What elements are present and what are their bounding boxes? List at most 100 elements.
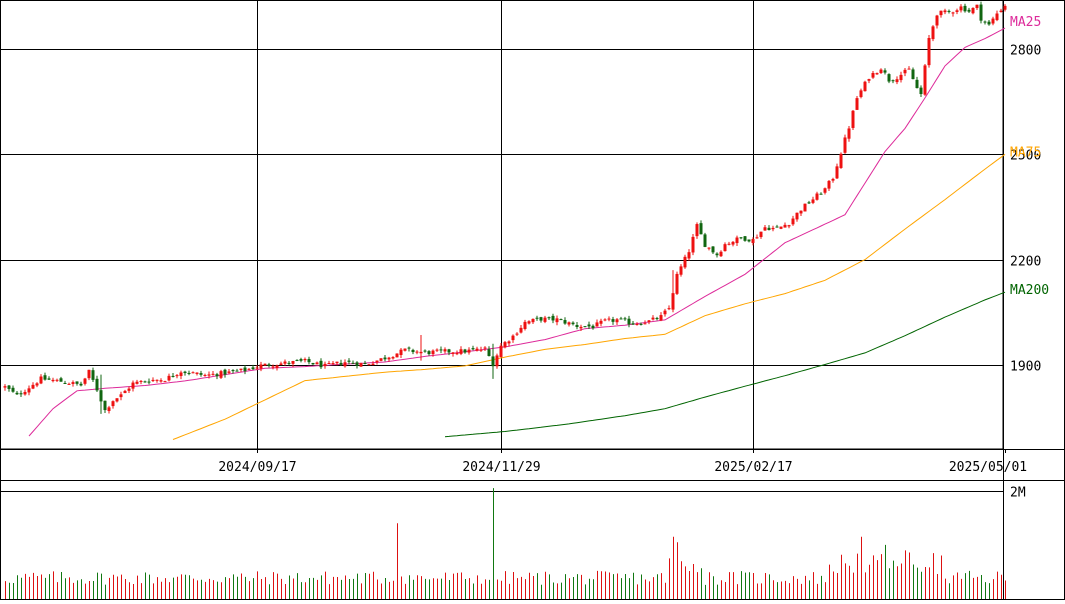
- candle-body: [699, 223, 703, 235]
- date-tick-label: 2024/11/29: [462, 460, 540, 475]
- candle-body: [167, 375, 171, 381]
- candle-body: [975, 4, 979, 9]
- candle-body: [635, 324, 639, 326]
- candle-body: [183, 371, 187, 374]
- candle-body: [831, 178, 835, 181]
- candle-body: [151, 379, 155, 381]
- candle-body: [11, 387, 15, 392]
- candle-body: [383, 357, 387, 360]
- candle-body: [423, 350, 427, 352]
- candle-body: [95, 378, 99, 391]
- candle-body: [671, 293, 675, 310]
- candle-body: [179, 372, 183, 377]
- candle-body: [335, 361, 339, 364]
- candle-body: [903, 69, 907, 74]
- candle-body: [195, 372, 199, 374]
- price-tick-label: 2200: [1010, 255, 1041, 270]
- candle-body: [139, 380, 143, 382]
- candle-body: [719, 251, 723, 257]
- candle-body: [815, 193, 819, 200]
- candle-body: [327, 363, 331, 365]
- candle-body: [619, 318, 623, 320]
- candle-body: [863, 81, 867, 92]
- candle-body: [847, 128, 851, 139]
- candle-body: [807, 202, 811, 204]
- candle-body: [711, 246, 715, 253]
- candle-body: [103, 400, 107, 411]
- candle-body: [775, 226, 779, 228]
- candle-body: [987, 21, 991, 25]
- candle-body: [879, 69, 883, 73]
- price-tick-label: 1900: [1010, 360, 1041, 375]
- candle-body: [451, 352, 455, 354]
- candle-body: [119, 394, 123, 398]
- candle-body: [79, 383, 83, 386]
- candle-body: [999, 10, 1003, 12]
- candle-body: [447, 349, 451, 353]
- candle-body: [951, 12, 955, 14]
- candle-body: [631, 323, 635, 325]
- candle-body: [615, 319, 619, 323]
- candle-body: [511, 335, 515, 341]
- candle-body: [175, 375, 179, 377]
- candle-body: [875, 73, 879, 75]
- candle-body: [523, 321, 527, 329]
- candle-body: [227, 371, 231, 373]
- candle-body: [507, 341, 511, 344]
- candle-body: [343, 362, 347, 367]
- candle-body: [23, 391, 27, 395]
- candle-body: [203, 374, 207, 376]
- candle-body: [47, 378, 51, 380]
- candle-body: [191, 372, 195, 374]
- candle-body: [59, 378, 63, 382]
- candle-body: [555, 318, 559, 323]
- candle-body: [939, 10, 943, 16]
- candle-body: [487, 349, 491, 356]
- candle-body: [819, 193, 823, 195]
- candle-body: [363, 362, 367, 365]
- candle-body: [695, 224, 699, 237]
- candle-body: [735, 237, 739, 244]
- candle-body: [143, 381, 147, 383]
- candle-body: [899, 74, 903, 81]
- candle-body: [647, 320, 651, 323]
- candle-body: [291, 361, 295, 364]
- candle-body: [123, 390, 127, 394]
- ma-legend-ma25: MA25: [1010, 15, 1041, 30]
- candle-body: [675, 273, 679, 294]
- candle-body: [331, 363, 335, 365]
- candle-body: [271, 366, 275, 368]
- candle-body: [927, 38, 931, 66]
- candle-body: [7, 385, 11, 389]
- candle-body: [443, 349, 447, 352]
- candle-body: [55, 379, 59, 381]
- candle-body: [131, 382, 135, 389]
- candle-body: [855, 98, 859, 110]
- candle-body: [571, 322, 575, 325]
- candle-body: [959, 6, 963, 11]
- candle-body: [763, 227, 767, 231]
- candle-body: [567, 322, 571, 325]
- candle-body: [963, 5, 967, 12]
- candle-body: [607, 318, 611, 320]
- candle-body: [551, 315, 555, 321]
- candle-body: [231, 370, 235, 372]
- candle-body: [887, 74, 891, 82]
- candle-body: [659, 315, 663, 321]
- candle-body: [483, 347, 487, 349]
- ma-legend-ma75: MA75: [1010, 145, 1041, 160]
- candle-body: [991, 18, 995, 24]
- candle-body: [239, 368, 243, 370]
- candle-body: [31, 384, 35, 389]
- candle-body: [427, 351, 431, 355]
- candle-body: [915, 79, 919, 89]
- candle-body: [859, 90, 863, 98]
- volume-tick-label: 2M: [1010, 486, 1026, 501]
- candle-body: [219, 371, 223, 378]
- candle-body: [795, 212, 799, 220]
- candle-body: [503, 342, 507, 348]
- moving-average-layer: [28, 27, 1006, 440]
- candle-body: [839, 153, 843, 168]
